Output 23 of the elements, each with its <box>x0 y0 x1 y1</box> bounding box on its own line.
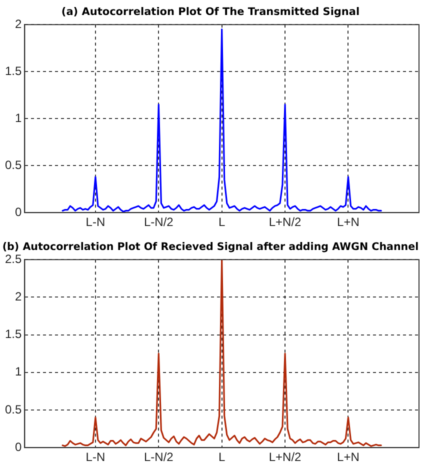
y-tick-label: 0 <box>14 440 22 454</box>
y-tick-label: 0.5 <box>4 402 22 416</box>
x-tick-label: L <box>218 215 226 230</box>
x-tick-label: L-N/2 <box>144 450 174 464</box>
chart-title: (b) Autocorrelation Plot Of Recieved Signal after adding AWGN Channel <box>2 240 419 254</box>
x-tick-label: L+N <box>337 215 360 230</box>
x-tick-label: L+N <box>337 450 360 464</box>
x-tick-label: L+N/2 <box>268 215 302 230</box>
x-tick-label: L-N <box>86 450 106 464</box>
y-tick-label: 0.5 <box>4 158 22 172</box>
x-tick-label: L-N/2 <box>144 215 174 230</box>
y-tick-label: 0 <box>14 204 22 219</box>
y-tick-label: 1 <box>14 364 22 379</box>
y-tick-label: 2 <box>14 290 22 304</box>
chart-title: (a) Autocorrelation Plot Of The Transmitted Signal <box>61 6 360 18</box>
x-tick-label: L-N <box>86 215 106 230</box>
x-tick-label: L+N/2 <box>268 450 302 464</box>
y-tick-label: 2.5 <box>4 252 22 266</box>
y-tick-label: 2 <box>14 16 22 31</box>
y-tick-label: 1.5 <box>4 327 22 342</box>
y-tick-label: 1 <box>14 110 22 125</box>
x-tick-label: L <box>218 450 226 464</box>
y-tick-label: 1.5 <box>4 64 22 78</box>
